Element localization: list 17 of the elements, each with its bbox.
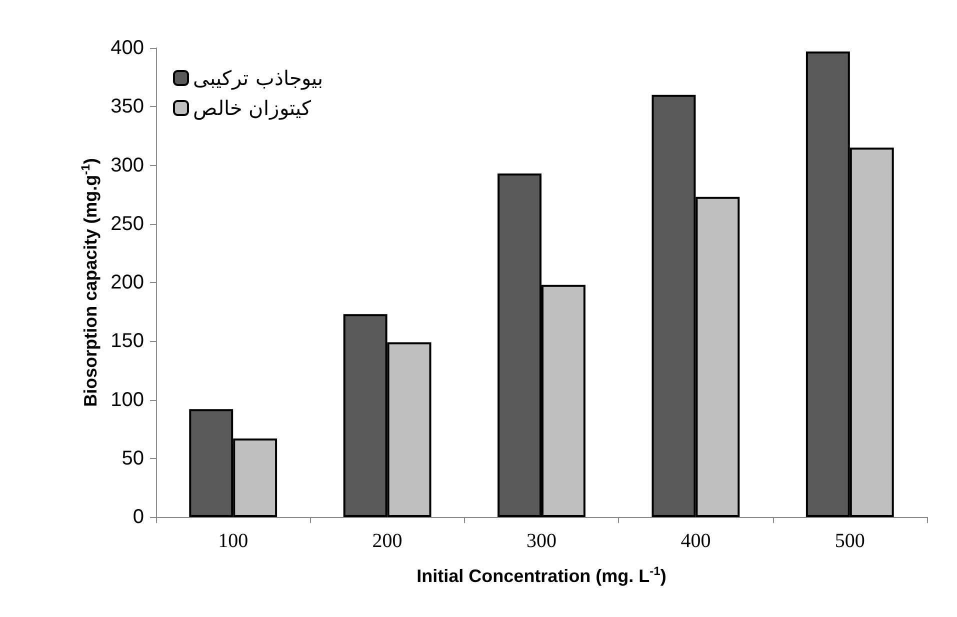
y-tick-label: 50 (122, 447, 144, 470)
y-tick-label: 300 (110, 154, 144, 176)
y-tick-label: 150 (110, 330, 144, 352)
y-tick-label: 200 (110, 272, 144, 294)
y-tick-label: 100 (110, 388, 144, 411)
x-tick-label: 100 (218, 530, 248, 552)
y-tick-label: 0 (132, 506, 144, 528)
x-tick-label: 500 (834, 530, 865, 552)
y-tick-label: 350 (110, 96, 144, 118)
y-tick-label: 250 (110, 212, 144, 235)
legend-label: کیتوزان خالص (193, 96, 312, 120)
x-tick-label: 400 (680, 530, 711, 552)
x-tick-label: 300 (526, 530, 556, 552)
x-tick-label: 200 (372, 530, 402, 552)
y-axis-title: Biosorption capacity (mg.g-1) (78, 158, 101, 407)
legend-label: بیوجاذب ترکیبی (193, 66, 324, 90)
y-tick-label: 400 (110, 37, 144, 59)
